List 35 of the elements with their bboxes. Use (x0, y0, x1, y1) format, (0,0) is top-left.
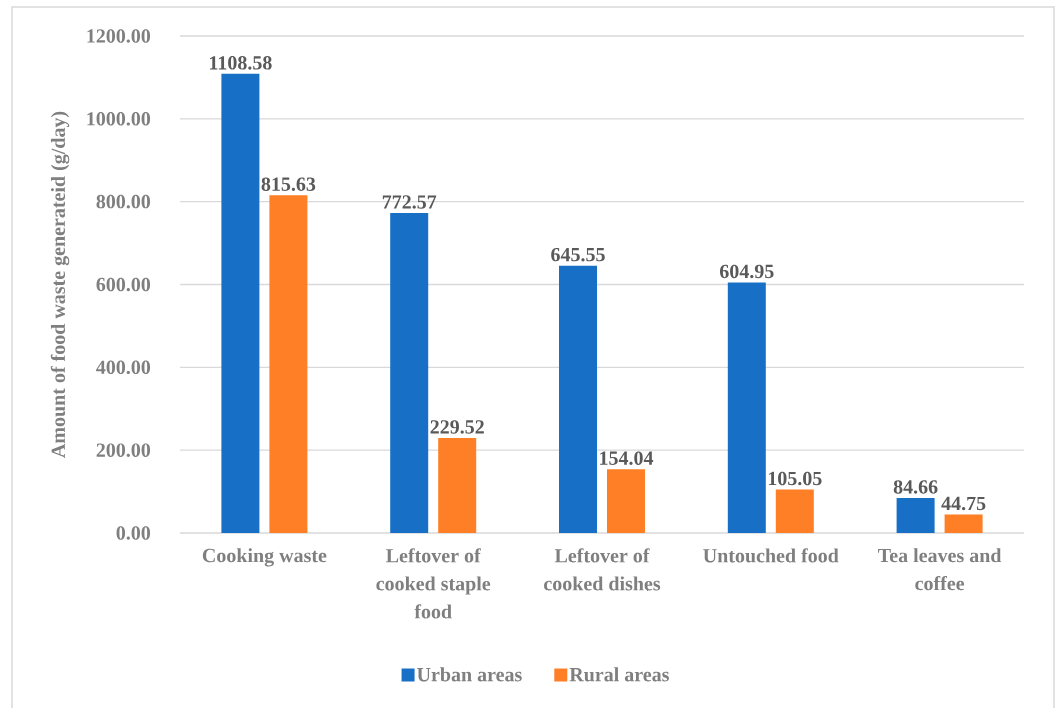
legend-label: Rural areas (569, 667, 669, 682)
data-label: 815.63 (261, 177, 316, 191)
bar (727, 282, 766, 533)
y-tick-label: 800.00 (96, 194, 151, 209)
data-label: 772.57 (382, 195, 437, 209)
y-tick-label: 400.00 (96, 360, 151, 375)
data-label: 154.04 (600, 451, 654, 465)
x-tick-label: Untouched food (703, 548, 839, 563)
legend-label: Urban areas (417, 667, 522, 682)
x-tick-label: Tea leaves and coffee (878, 548, 1002, 591)
bar (775, 489, 814, 533)
data-label: 1108.58 (210, 56, 272, 70)
x-tick-label: Cooking waste (202, 548, 327, 567)
data-label: 105.05 (768, 471, 822, 486)
y-tick-label: 1200.00 (87, 29, 151, 43)
data-label: 604.95 (719, 264, 774, 279)
bar (390, 213, 429, 533)
bar (944, 514, 983, 533)
x-tick-label: Leftover of cooked staple food (376, 548, 491, 619)
y-tick-label: 1000.00 (87, 112, 151, 126)
y-tick-label: 0.00 (116, 526, 151, 540)
y-tick-label: 600.00 (96, 277, 151, 292)
bar (607, 469, 645, 533)
data-label: 645.55 (551, 247, 605, 262)
y-axis-title: Amount of food waste generateid (g/day) (50, 111, 70, 458)
bar (438, 437, 477, 533)
bar (269, 195, 308, 533)
data-label: 44.75 (941, 496, 986, 511)
y-tick-label: 200.00 (96, 443, 151, 457)
bar (221, 73, 260, 533)
data-label: 84.66 (893, 480, 938, 494)
x-tick-label: Leftover of cooked dishes (544, 548, 661, 591)
bar (559, 265, 597, 533)
data-label: 229.52 (430, 420, 484, 434)
bar (896, 497, 935, 533)
